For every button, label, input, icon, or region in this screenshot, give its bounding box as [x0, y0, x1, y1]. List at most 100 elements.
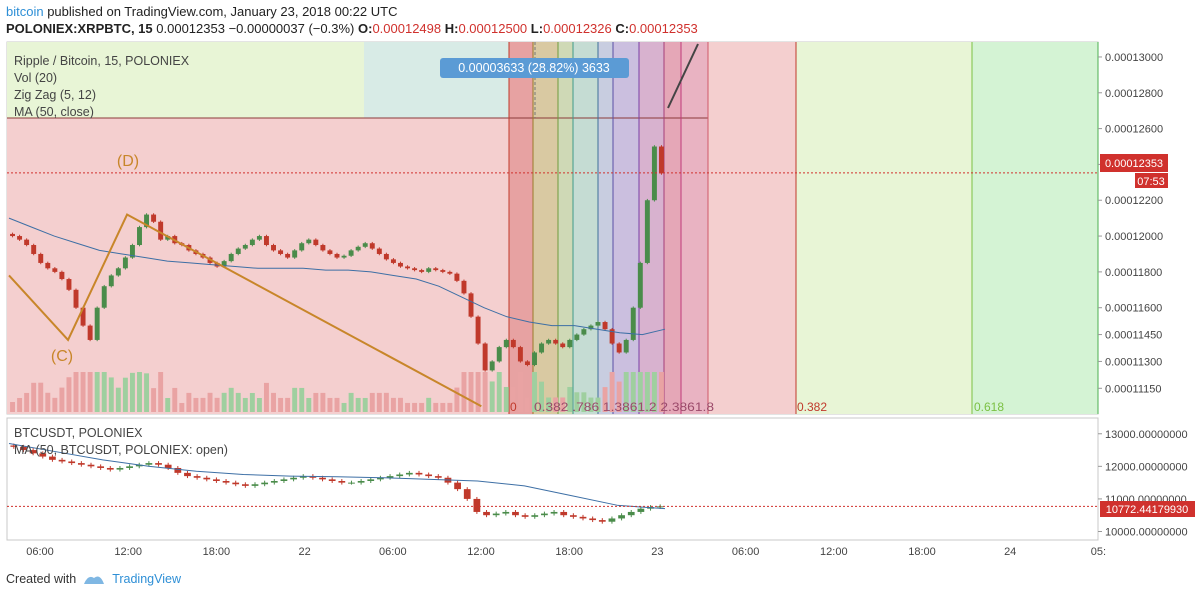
volume-bar	[327, 397, 333, 412]
volume-bar	[398, 397, 403, 412]
candle	[144, 214, 150, 228]
tradingview-link[interactable]: TradingView	[112, 572, 181, 586]
candle	[574, 334, 580, 340]
btc-price-axis[interactable]: 13000.0000000012000.0000000011000.000000…	[1098, 429, 1188, 539]
legend-item-vol[interactable]: Vol (20)	[14, 71, 58, 85]
published-text: published on TradingView.com, January 23…	[47, 4, 398, 19]
btc-candle	[521, 515, 529, 517]
created-with-text: Created with	[6, 572, 77, 586]
btc-candle	[77, 463, 85, 465]
btc-candle	[68, 461, 76, 464]
candle	[256, 236, 262, 240]
candle	[475, 316, 481, 344]
candle	[623, 339, 629, 353]
y-tick-label: 0.00012000	[1105, 231, 1163, 243]
volume-bar	[144, 373, 150, 412]
volume-bar	[630, 372, 636, 412]
candle	[228, 253, 234, 262]
x-tick-label: 18:00	[203, 546, 231, 558]
zone-0786	[598, 42, 613, 414]
volume-bar	[320, 392, 326, 412]
volume-bar	[158, 372, 164, 412]
legend-item-btcusdt[interactable]: BTCUSDT, POLONIEX	[14, 426, 143, 440]
zone-0382	[558, 42, 573, 414]
btc-candle	[251, 484, 259, 486]
y-tick-label: 0.00012800	[1105, 88, 1163, 100]
volume-bar	[644, 372, 650, 412]
candle	[630, 307, 636, 340]
main-legend: Ripple / Bitcoin, 15, POLONIEX Vol (20) …	[14, 53, 189, 121]
volume-bar	[539, 381, 545, 412]
time-axis[interactable]: 06:00 12:00 18:00 22 06:00 12:00 18:00 23 06:00 1…	[26, 546, 1106, 558]
volume-bar	[581, 392, 587, 412]
candle	[546, 339, 552, 344]
volume-bar	[165, 398, 171, 412]
volume-bar	[426, 397, 432, 412]
candle	[616, 343, 622, 353]
candle	[440, 270, 446, 272]
btc-candle	[222, 481, 230, 483]
sub-pane[interactable]	[6, 417, 1099, 541]
legend-item-btc-ma[interactable]: MA (50, BTCUSDT, POLONIEX: open)	[14, 443, 228, 457]
candle	[595, 322, 601, 326]
btc-candle	[87, 464, 95, 467]
candle	[292, 250, 298, 258]
btc-candle	[106, 467, 114, 470]
candle	[468, 293, 474, 317]
candle	[503, 339, 509, 348]
zone-1618	[664, 42, 681, 414]
zone-red-main	[7, 118, 509, 414]
x-tick-label: 06:00	[379, 546, 407, 558]
candle	[553, 339, 559, 344]
volume-bar	[376, 392, 382, 412]
btc-candle	[367, 479, 375, 481]
candle	[532, 352, 537, 366]
legend-item-symbol[interactable]: Ripple / Bitcoin, 15, POLONIEX	[14, 54, 190, 68]
volume-bar	[313, 392, 319, 412]
pattern-label-d: (D)	[117, 153, 139, 170]
btc-candle	[58, 459, 66, 462]
candle	[644, 200, 650, 263]
volume-bar	[200, 397, 206, 412]
volume-bar	[59, 387, 65, 412]
volume-bar	[80, 372, 86, 412]
candle	[426, 268, 432, 272]
legend-item-ma[interactable]: MA (50, close)	[14, 105, 94, 119]
candle	[38, 253, 44, 263]
volume-bar	[263, 382, 269, 412]
zone-1382	[639, 42, 664, 414]
btc-candle	[116, 467, 124, 470]
volume-bar	[101, 372, 107, 412]
volume-bar	[221, 392, 227, 412]
volume-bar	[193, 397, 199, 412]
x-tick-label: 06:00	[732, 546, 760, 558]
volume-bar	[461, 372, 467, 412]
volume-bar	[278, 397, 284, 412]
btc-candle	[512, 511, 519, 516]
btc-candle	[618, 515, 625, 519]
countdown-tag	[1135, 173, 1168, 188]
volume-bar	[623, 372, 629, 412]
btc-candle	[386, 476, 394, 478]
candle	[341, 255, 347, 258]
fib-label-0382: 0.382	[797, 400, 827, 414]
legend-item-zigzag[interactable]: Zig Zag (5, 12)	[14, 88, 96, 102]
btc-candle	[126, 466, 133, 468]
symbol-label: POLONIEX:XRPBTC, 15	[6, 21, 153, 36]
author-link[interactable]: bitcoin	[6, 4, 44, 19]
btc-candle	[589, 518, 597, 521]
candle	[482, 343, 488, 371]
candle	[271, 245, 276, 251]
x-tick-label: 06:00	[26, 546, 54, 558]
btc-candle	[463, 489, 471, 499]
candle	[327, 250, 333, 254]
btc-candle	[97, 466, 105, 468]
zone-0618-ext	[972, 42, 1098, 414]
volume-bar	[405, 402, 411, 412]
price-axis[interactable]: 0.000130000.000128000.000126000.00012400…	[1098, 52, 1163, 395]
btc-candle	[39, 453, 47, 457]
volume-bar	[454, 387, 460, 412]
btc-candle	[541, 513, 548, 516]
btc-candle	[174, 467, 182, 473]
